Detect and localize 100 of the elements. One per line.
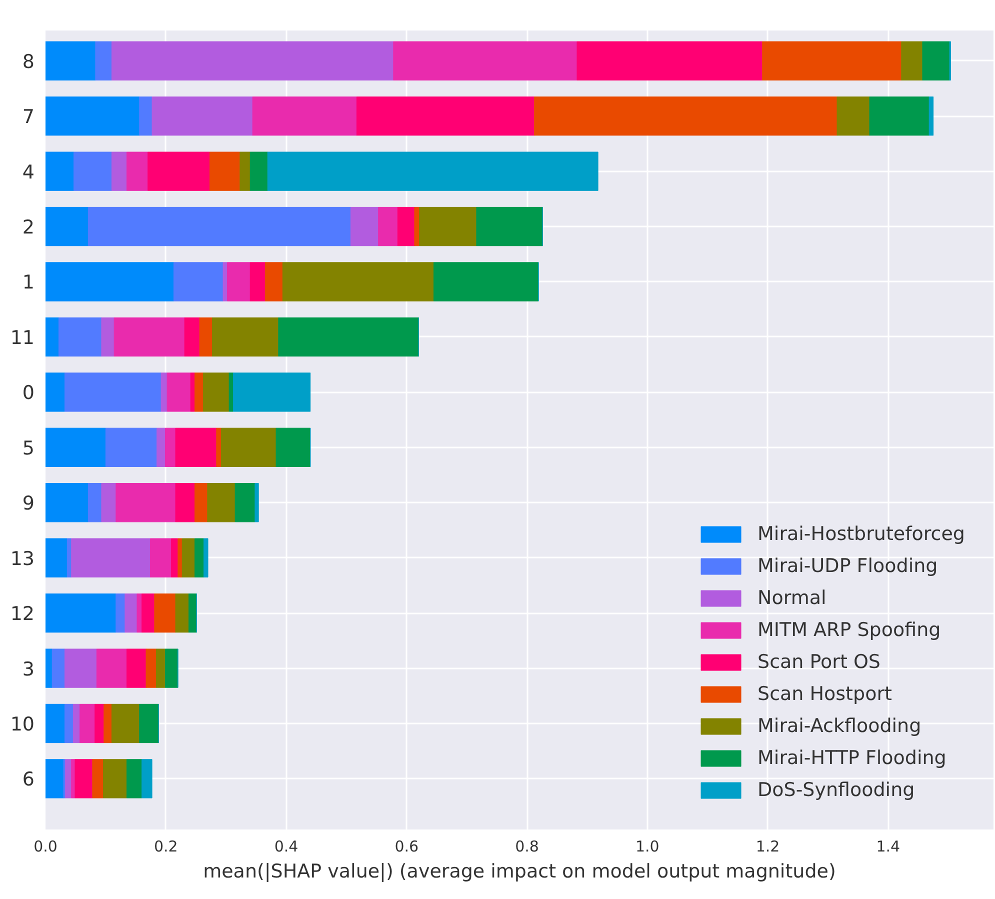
bar — [105, 428, 158, 467]
y-tick-label: 9 — [22, 492, 35, 515]
bar — [46, 704, 66, 744]
bar — [104, 704, 112, 744]
bar — [166, 372, 191, 412]
bar — [46, 483, 88, 522]
bar — [250, 152, 268, 191]
bar — [356, 96, 534, 136]
bar — [190, 372, 196, 412]
bar — [71, 538, 150, 578]
x-tick-label: 0.6 — [394, 838, 419, 856]
bar — [101, 317, 114, 357]
bar — [46, 759, 64, 798]
bar — [74, 759, 93, 798]
bar — [95, 41, 112, 80]
bar — [188, 593, 197, 633]
bar — [378, 206, 398, 246]
bar — [92, 759, 104, 798]
bar — [250, 262, 266, 302]
bar — [222, 262, 228, 302]
bar — [88, 483, 102, 522]
bar — [58, 317, 102, 357]
legend-label: Mirai-Ackflooding — [758, 715, 922, 737]
bar — [922, 41, 950, 80]
legend-label: Scan Hostport — [758, 683, 892, 705]
y-tick-label: 12 — [10, 603, 35, 626]
bar — [252, 96, 357, 136]
bar — [901, 41, 923, 80]
x-axis-title: mean(|SHAP value|) (average impact on model output magnitude) — [203, 860, 836, 882]
bar — [276, 428, 311, 467]
x-tick-label: 0.2 — [154, 838, 178, 856]
y-tick-label: 1 — [22, 272, 35, 294]
bar — [350, 206, 379, 246]
bar — [210, 152, 240, 191]
bar — [869, 96, 930, 136]
bar — [207, 483, 236, 522]
y-tick-label: 10 — [10, 713, 35, 736]
bar — [46, 428, 106, 467]
bar — [94, 704, 104, 744]
bar — [46, 372, 66, 412]
legend-label: Normal — [758, 587, 826, 609]
bar — [142, 759, 152, 798]
y-tick-label: 2 — [22, 216, 35, 239]
bar — [234, 483, 256, 522]
bar — [216, 428, 222, 467]
bar — [534, 96, 838, 136]
y-tick-label: 6 — [22, 768, 35, 791]
bar — [175, 593, 190, 633]
bar — [171, 538, 178, 578]
y-tick-label: 8 — [22, 50, 35, 73]
y-tick-label: 3 — [22, 658, 35, 680]
bar — [116, 593, 126, 633]
legend-label: Mirai-UDP Flooding — [758, 555, 938, 577]
bar — [254, 483, 259, 522]
bar — [139, 96, 152, 136]
y-tick-label: 0 — [22, 382, 35, 404]
bar — [111, 152, 128, 191]
x-tick-label: 0.4 — [274, 838, 298, 856]
bar — [267, 152, 598, 191]
bar — [156, 428, 166, 467]
bar — [221, 428, 276, 467]
bar — [46, 648, 52, 688]
bar — [152, 96, 253, 136]
bar — [182, 538, 196, 578]
bar — [576, 41, 763, 80]
x-tick-label: 1.0 — [635, 838, 660, 856]
bar — [194, 483, 208, 522]
bar — [204, 538, 208, 578]
bar — [65, 759, 72, 798]
bar — [146, 648, 156, 688]
y-tick-label: 5 — [22, 437, 35, 460]
legend-label: DoS-Synflooding — [758, 779, 915, 801]
bar — [72, 704, 80, 744]
bar — [175, 428, 217, 467]
bar — [80, 704, 96, 744]
bar — [175, 483, 196, 522]
legend-label: Scan Port OS — [758, 651, 880, 673]
bar — [419, 206, 477, 246]
bar — [46, 152, 74, 191]
x-tick-label: 0.8 — [515, 838, 539, 856]
x-tick-label: 0.0 — [34, 838, 58, 856]
bar — [46, 206, 88, 246]
bar — [414, 206, 420, 246]
bar — [126, 759, 142, 798]
bar — [194, 372, 204, 412]
bar — [202, 372, 230, 412]
bar — [124, 593, 138, 633]
bar — [101, 483, 116, 522]
bar — [111, 704, 140, 744]
bar — [165, 428, 176, 467]
bar — [136, 593, 142, 633]
bar — [433, 262, 539, 302]
bar — [233, 372, 311, 412]
bar — [154, 593, 176, 633]
bar — [148, 152, 210, 191]
bar — [139, 704, 159, 744]
x-tick-label: 1.2 — [756, 838, 780, 856]
bar — [150, 538, 172, 578]
bar — [282, 262, 434, 302]
bar — [126, 648, 146, 688]
